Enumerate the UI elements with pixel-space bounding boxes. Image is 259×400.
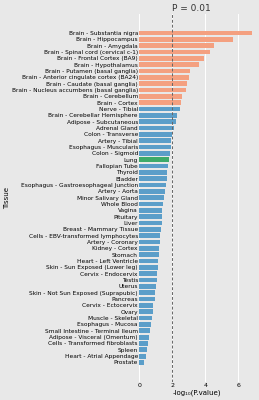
Bar (139, 316, 152, 320)
Bar (139, 310, 153, 314)
Bar (139, 94, 182, 99)
Bar (139, 297, 155, 302)
Bar (139, 335, 149, 340)
Bar (139, 227, 161, 232)
Y-axis label: Tissue: Tissue (4, 187, 10, 209)
Bar (139, 183, 166, 188)
Bar (139, 62, 199, 67)
Bar (139, 164, 168, 168)
X-axis label: -log₁₀(P.value): -log₁₀(P.value) (173, 389, 221, 396)
Bar (139, 354, 146, 358)
Bar (139, 69, 190, 74)
Bar (139, 195, 164, 200)
Bar (139, 43, 214, 48)
Bar (139, 107, 180, 112)
Bar (139, 37, 233, 42)
Bar (139, 259, 158, 264)
Bar (139, 214, 162, 219)
Bar (139, 328, 150, 333)
Bar (139, 240, 160, 244)
Bar (139, 271, 157, 276)
Bar (139, 208, 162, 213)
Bar (139, 119, 176, 124)
Bar (139, 170, 167, 175)
Bar (139, 157, 169, 162)
Bar (139, 303, 153, 308)
Bar (139, 126, 174, 130)
Bar (139, 176, 167, 181)
Bar (139, 189, 165, 194)
Bar (139, 145, 171, 150)
Bar (139, 246, 159, 251)
Bar (139, 290, 155, 295)
Bar (139, 50, 210, 54)
Bar (139, 31, 251, 36)
Bar (139, 151, 170, 156)
Bar (139, 88, 185, 92)
Bar (139, 284, 156, 289)
Bar (139, 348, 147, 352)
Bar (139, 322, 151, 327)
Bar (139, 202, 163, 206)
Bar (139, 81, 187, 86)
Bar (139, 221, 162, 226)
Text: P = 0.01: P = 0.01 (172, 4, 211, 13)
Bar (139, 113, 177, 118)
Bar (139, 278, 157, 282)
Bar (139, 132, 172, 137)
Bar (139, 252, 159, 257)
Bar (139, 100, 181, 105)
Bar (139, 360, 144, 365)
Bar (139, 265, 158, 270)
Bar (139, 138, 171, 143)
Bar (139, 75, 189, 80)
Bar (139, 233, 160, 238)
Bar (139, 341, 148, 346)
Bar (139, 56, 204, 61)
